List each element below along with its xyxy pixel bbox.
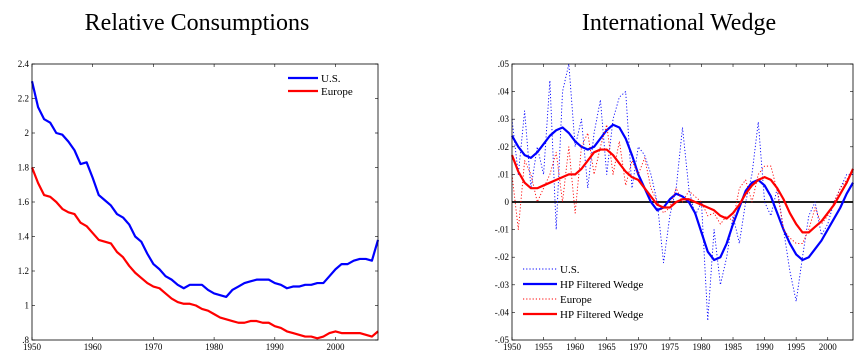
y-tick-label: 1.8 [18, 163, 30, 173]
chart-international-wedge: International Wedge 1950 1955 1960 1965 1970… [495, 10, 855, 352]
y-tick-label: .04 [498, 87, 510, 97]
x-tick-label: 1990 [756, 342, 775, 352]
y-tick-label: 1 [25, 301, 30, 311]
y-tick-label: .8 [22, 335, 29, 345]
plot1-series [510, 63, 855, 322]
x-tick-label: 1955 [535, 342, 554, 352]
chart-title-international-wedge: International Wedge [582, 10, 776, 36]
plot1-ticks: 1950 1955 1960 1965 1970 1975 1980 1985 1990 1995… [495, 59, 853, 352]
x-tick-label: 1960 [84, 342, 103, 352]
chart-title-relative-consumptions: Relative Consumptions [85, 10, 310, 36]
legend-label: HP Filtered Wedge [560, 309, 644, 321]
y-tick-label: 1.6 [18, 197, 30, 207]
y-tick-label: .01 [498, 169, 509, 179]
plot1-axes-box [511, 63, 854, 341]
x-tick-label: 1965 [598, 342, 617, 352]
x-tick-label: 1950 [503, 342, 522, 352]
x-tick-label: 1975 [661, 342, 680, 352]
y-tick-label: .02 [498, 142, 509, 152]
plot0-ticks: 1950 1960 1970 1980 1990 2000 .8 1 1.2 1.4 1.6 1.8 2… [18, 59, 378, 352]
y-tick-label: 0 [505, 197, 510, 207]
plot0-axes-box [31, 63, 379, 341]
x-tick-label: 1960 [566, 342, 585, 352]
series-line-hp-filtered-wedge-solid [510, 148, 855, 234]
legend-label: HP Filtered Wedge [560, 279, 644, 291]
x-tick-label: 1985 [724, 342, 743, 352]
plot0-series [30, 80, 380, 340]
y-tick-label: -.03 [495, 280, 510, 290]
y-tick-label: 2.2 [18, 94, 29, 104]
y-tick-label: -.02 [495, 252, 509, 262]
chart-relative-consumptions: Relative Consumptions 1950 1960 1970 1980 19… [18, 10, 380, 352]
y-tick-label: .05 [498, 59, 510, 69]
legend-label: Europe [321, 86, 353, 98]
x-tick-label: 1995 [787, 342, 806, 352]
y-tick-label: -.04 [495, 307, 510, 317]
series-line-europe-dotted [511, 124, 854, 244]
y-tick-label: 2.4 [18, 59, 30, 69]
plot0-legend: U.S.Europe [288, 73, 353, 98]
y-tick-label: -.01 [495, 225, 509, 235]
x-tick-label: 1980 [205, 342, 224, 352]
x-tick-label: 1980 [692, 342, 711, 352]
y-tick-label: .03 [498, 114, 510, 124]
y-tick-label: 2 [25, 128, 30, 138]
y-tick-label: -.05 [495, 335, 510, 345]
legend-label: Europe [560, 294, 592, 306]
y-tick-label: 1.4 [18, 232, 30, 242]
legend-label: U.S. [321, 73, 341, 85]
x-tick-label: 1970 [629, 342, 648, 352]
y-tick-label: 1.2 [18, 266, 29, 276]
legend-label: U.S. [560, 264, 580, 276]
series-line-hp-filtered-wedge-solid [511, 123, 854, 262]
x-tick-label: 1990 [266, 342, 285, 352]
series-line-u-s--solid [30, 80, 380, 298]
plot1-legend: U.S. HP Filtered Wedge Europe HP Filtered W… [523, 264, 644, 321]
series-line-europe-solid [30, 167, 379, 340]
x-tick-label: 2000 [327, 342, 346, 352]
x-tick-label: 1970 [144, 342, 163, 352]
x-tick-label: 1950 [23, 342, 42, 352]
x-tick-label: 2000 [819, 342, 838, 352]
